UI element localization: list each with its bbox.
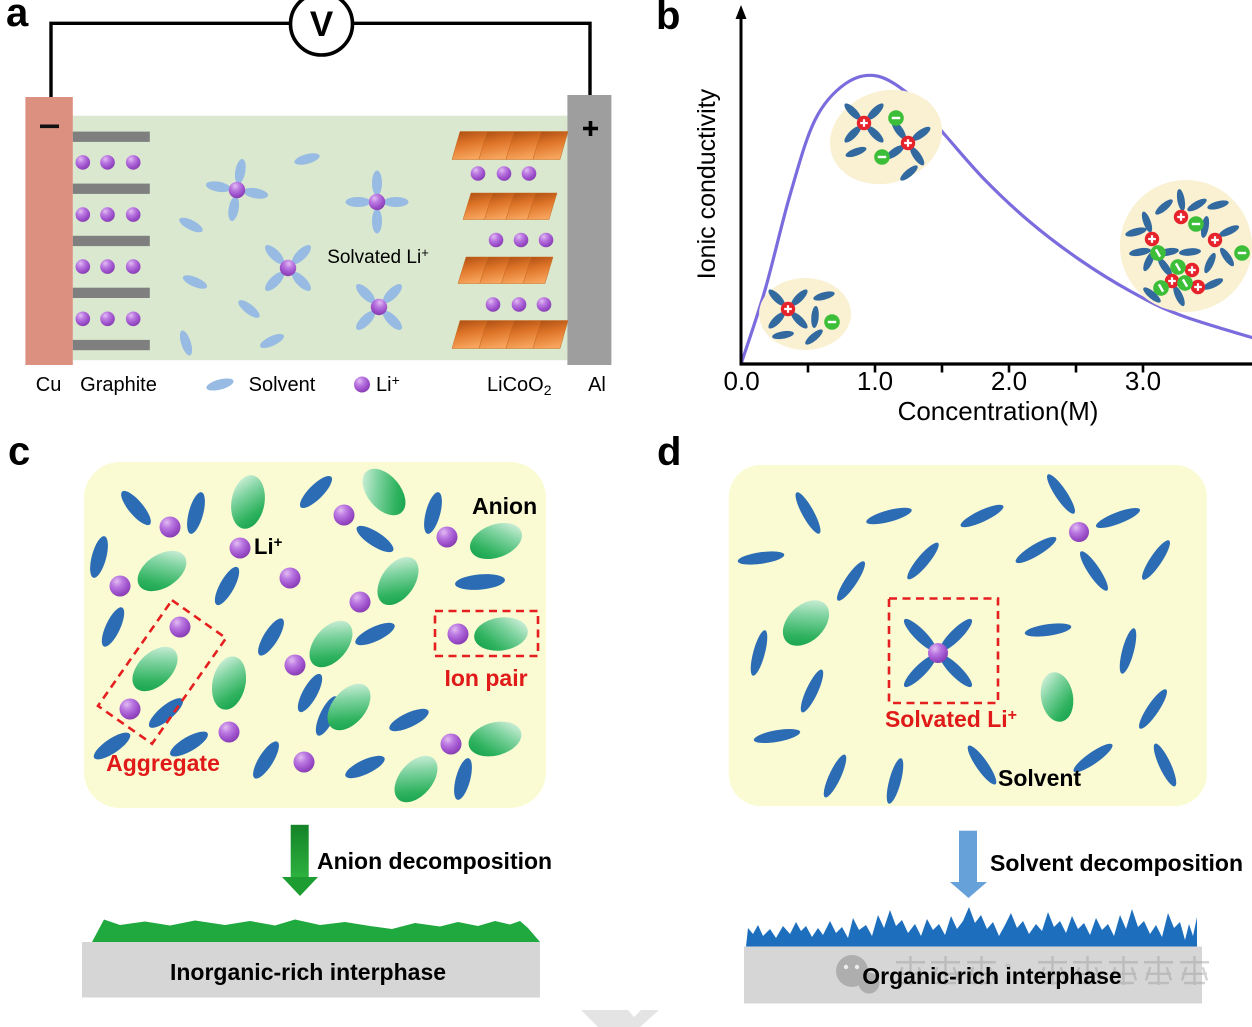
svg-text:c: c xyxy=(8,430,30,474)
svg-text:1.0: 1.0 xyxy=(857,366,893,396)
svg-text:Solvent decomposition: Solvent decomposition xyxy=(990,850,1243,876)
svg-text:Organic-rich interphase: Organic-rich interphase xyxy=(862,963,1121,989)
svg-text:Anion decomposition: Anion decomposition xyxy=(317,848,552,874)
svg-text:Anion: Anion xyxy=(472,493,537,519)
svg-text:Ionic conductivity: Ionic conductivity xyxy=(693,88,721,279)
svg-text:d: d xyxy=(657,430,681,474)
svg-text:0.0: 0.0 xyxy=(724,366,760,396)
svg-text:Cu: Cu xyxy=(36,374,62,396)
svg-text:3.0: 3.0 xyxy=(1125,366,1161,396)
svg-text:Concentration(M): Concentration(M) xyxy=(898,396,1099,426)
svg-text:Graphite: Graphite xyxy=(80,374,157,396)
svg-text:Aggregate: Aggregate xyxy=(106,750,220,776)
svg-text:a: a xyxy=(6,0,29,35)
svg-text:b: b xyxy=(656,0,680,38)
svg-text:Solvent: Solvent xyxy=(249,374,316,396)
svg-text:LiCoO2: LiCoO2 xyxy=(487,374,552,398)
svg-text:V: V xyxy=(310,5,334,44)
svg-text:Solvent: Solvent xyxy=(998,765,1081,791)
svg-text:Al: Al xyxy=(588,374,606,396)
svg-text:2.0: 2.0 xyxy=(991,366,1027,396)
svg-text:Li+: Li+ xyxy=(376,372,400,396)
svg-text:Ion pair: Ion pair xyxy=(444,665,527,691)
svg-text:Inorganic-rich interphase: Inorganic-rich interphase xyxy=(170,959,446,985)
svg-text:Solvated Li+: Solvated Li+ xyxy=(327,245,429,268)
svg-text:Solvated Li+: Solvated Li+ xyxy=(885,706,1017,732)
